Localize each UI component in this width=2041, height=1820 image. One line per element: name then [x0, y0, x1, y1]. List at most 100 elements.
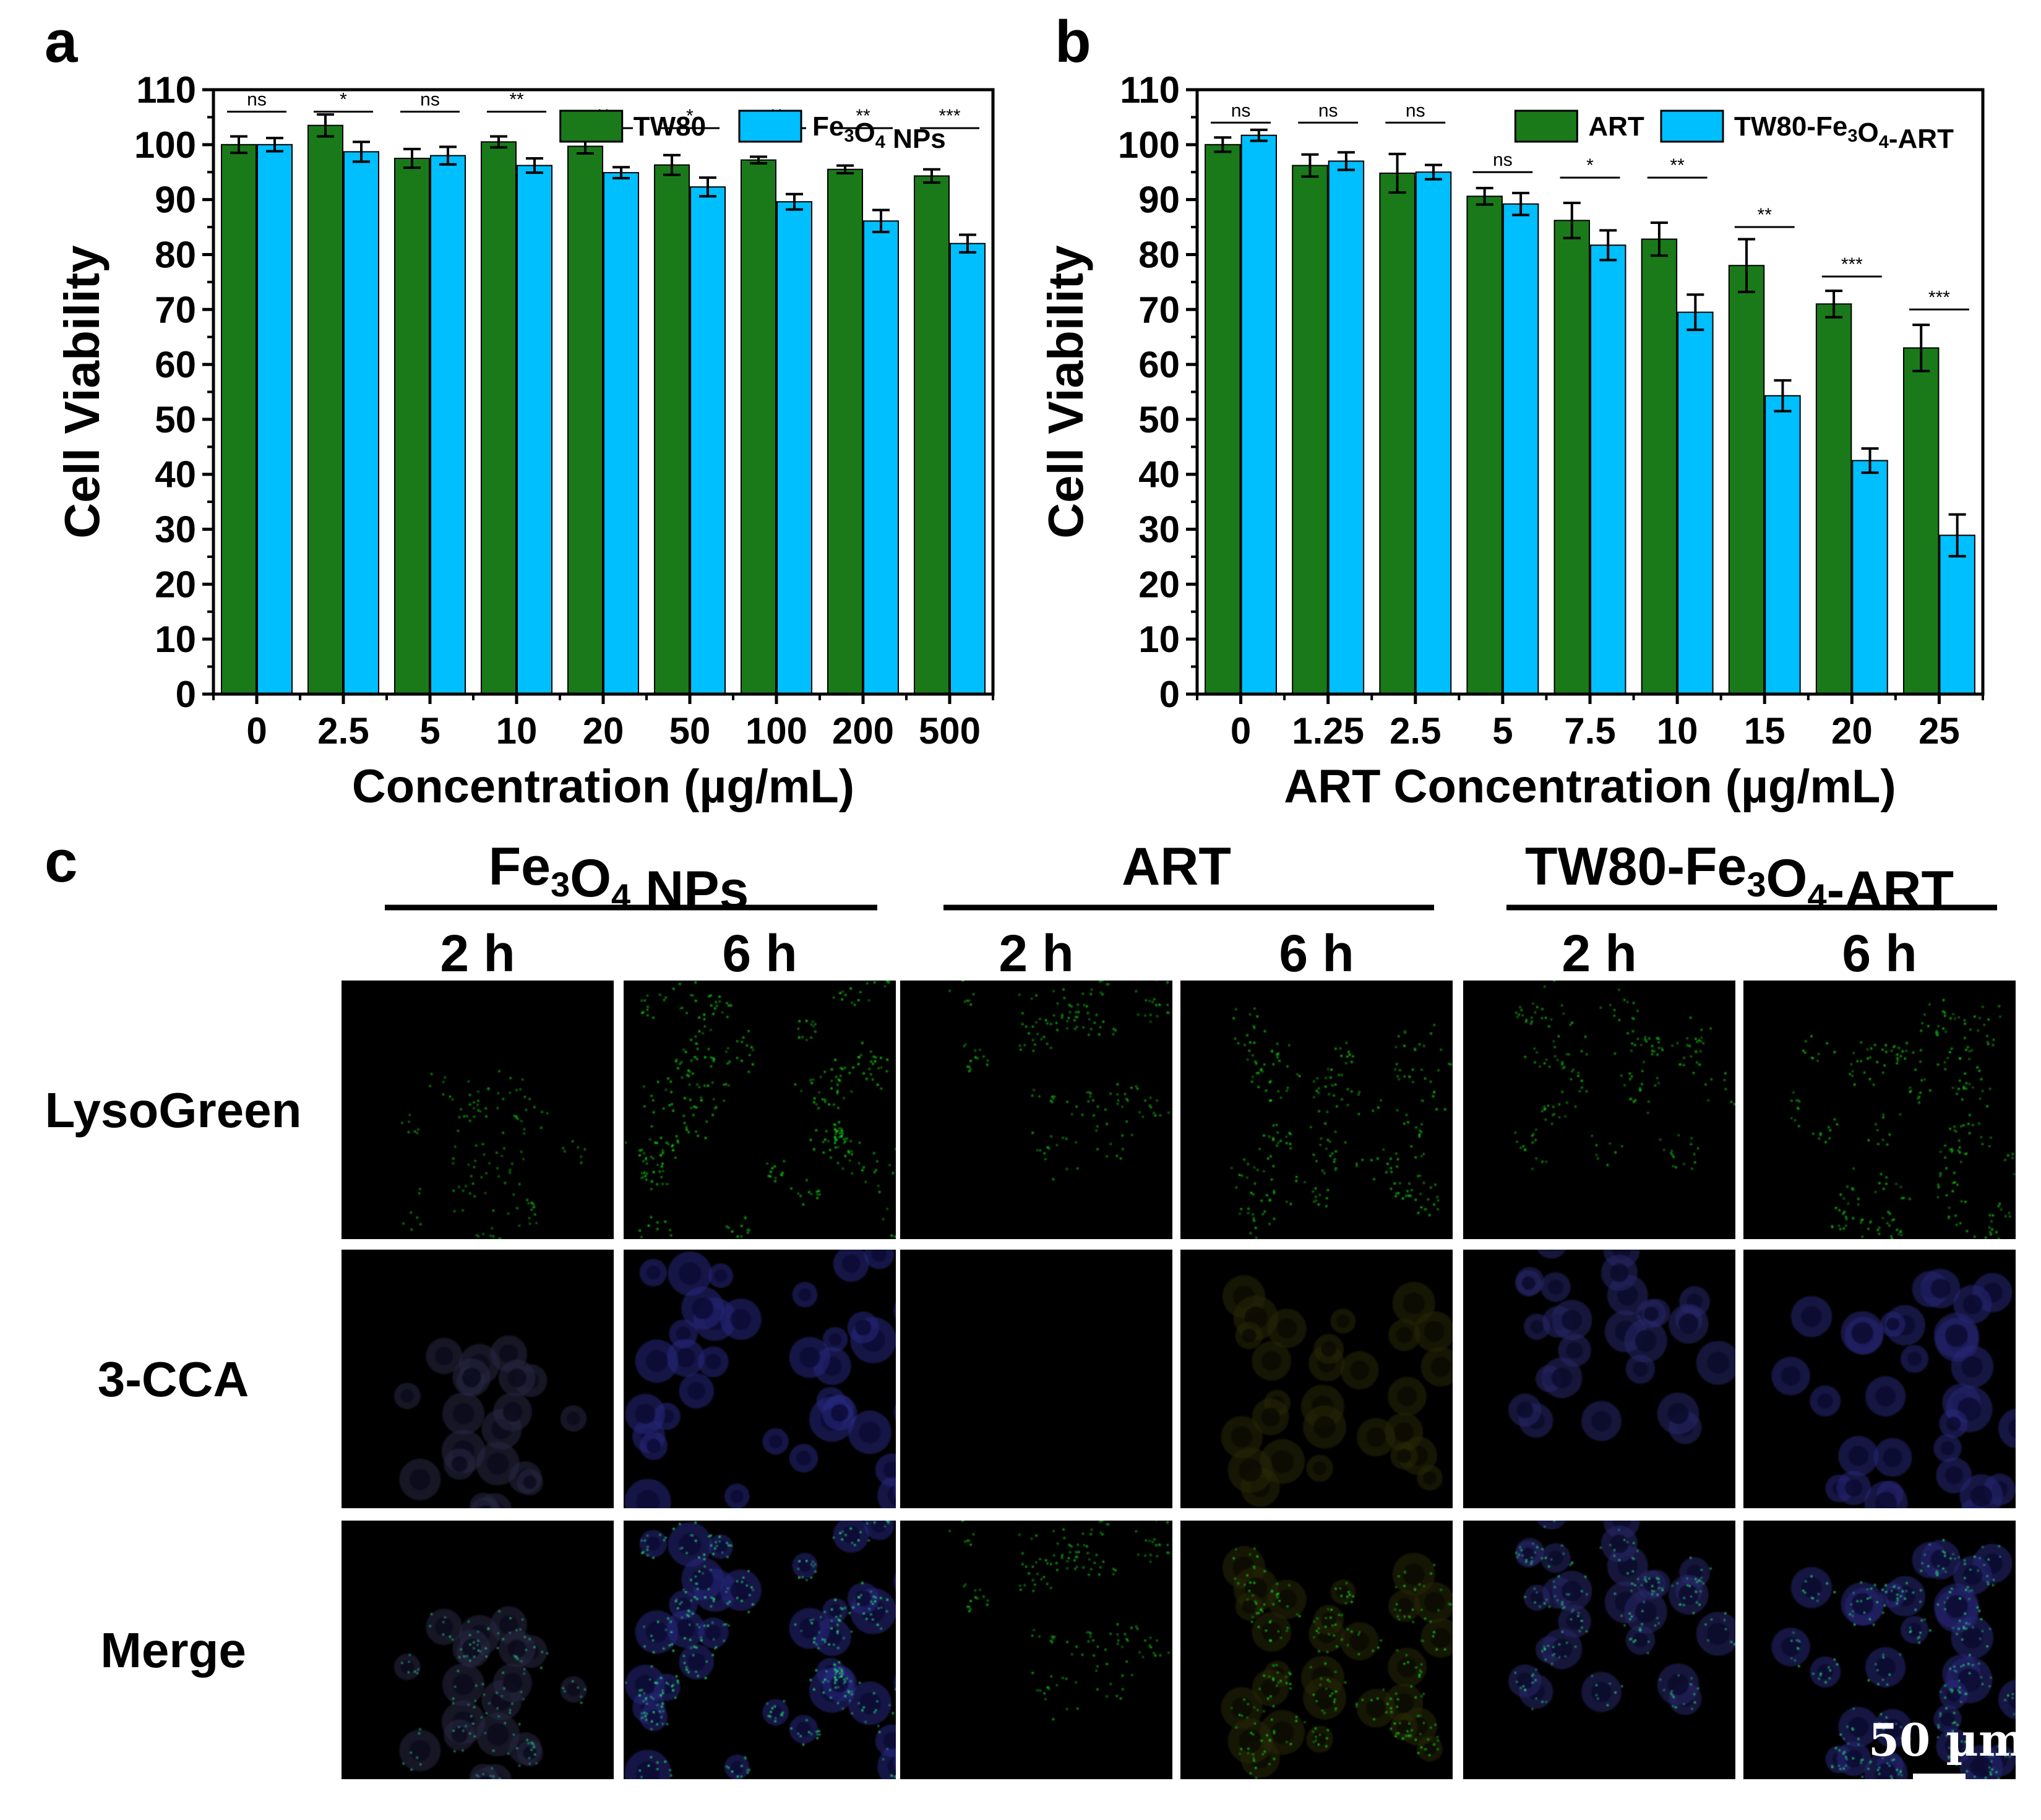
- error-bar: [612, 166, 630, 179]
- error-bar: [750, 155, 767, 165]
- error-bar: [1388, 152, 1406, 194]
- y-axis-title: Cell Viability: [54, 245, 110, 539]
- error-bar: [353, 140, 370, 163]
- micrograph-merge-col1: [342, 1521, 614, 1779]
- x-tick-label: 7.5: [1564, 710, 1615, 752]
- legend-swatch-2: [1660, 109, 1724, 143]
- time-label: 6 h: [722, 924, 797, 982]
- bar-series2-15: [1764, 395, 1801, 695]
- bar-series2-100: [776, 201, 812, 695]
- error-bar: [1250, 128, 1268, 142]
- bar-series1-200: [827, 168, 863, 695]
- error-bar: [403, 147, 421, 170]
- error-bar: [266, 137, 283, 153]
- significance-label: ns: [247, 90, 267, 110]
- error-bar: [1825, 290, 1843, 319]
- x-tick-label: 0: [1231, 710, 1251, 752]
- legend-swatch-2: [738, 109, 802, 143]
- micrograph-3-cca-col1: [342, 1250, 614, 1508]
- significance-label: *: [686, 106, 694, 126]
- error-bar: [1301, 153, 1319, 178]
- bar-series2-10: [517, 165, 552, 695]
- y-tick-label: 0: [176, 674, 196, 715]
- time-label: 2 h: [1562, 924, 1636, 982]
- significance-label: ***: [1841, 254, 1863, 275]
- error-bar: [1512, 191, 1530, 217]
- micrograph-lysogreen-col4: [1180, 981, 1453, 1239]
- significance-label: ***: [939, 106, 960, 126]
- significance-label: *: [1586, 155, 1594, 176]
- group-label-1: Fe3O4 NPs: [489, 837, 749, 920]
- micrograph-lysogreen-col3: [900, 981, 1172, 1239]
- panel-letter-b: b: [1055, 9, 1091, 75]
- bar-series1-2.5: [307, 124, 343, 695]
- error-bar: [1214, 136, 1232, 153]
- bar-series1-10: [1641, 238, 1678, 695]
- x-tick-label: 500: [919, 710, 981, 752]
- y-tick-label: 100: [134, 124, 196, 166]
- micrograph-lysogreen-col5: [1463, 981, 1735, 1239]
- bar-series2-2.5: [343, 151, 379, 695]
- x-tick-label: 100: [746, 710, 807, 752]
- y-tick-label: 100: [1118, 124, 1180, 166]
- y-tick-label: 30: [1138, 509, 1180, 551]
- chart-a: ns*ns************01020304050607080901001…: [54, 69, 995, 813]
- x-tick-label: 1.25: [1292, 710, 1364, 752]
- micrograph-lysogreen-col2: [624, 981, 896, 1239]
- significance-label: ns: [1318, 100, 1338, 121]
- y-tick-label: 40: [155, 454, 196, 496]
- x-tick-label: 20: [583, 710, 624, 752]
- y-tick-label: 0: [1159, 674, 1180, 715]
- x-tick-label: 5: [1492, 710, 1513, 752]
- y-tick-label: 60: [155, 344, 196, 385]
- row-label-merge: Merge: [100, 1623, 246, 1678]
- y-tick-label: 50: [1138, 399, 1180, 440]
- bar-series1-0: [1205, 144, 1241, 695]
- micrograph-lysogreen-col6: [1743, 981, 2016, 1239]
- significance-label: ns: [1231, 100, 1251, 121]
- error-bar: [836, 164, 854, 175]
- significance-label: **: [856, 106, 870, 126]
- error-bar: [1599, 229, 1617, 262]
- group-label-2: ART: [1122, 837, 1231, 896]
- error-bar: [1774, 379, 1792, 413]
- x-tick-label: 200: [832, 710, 894, 752]
- bar-series2-20: [603, 172, 639, 695]
- micrograph-3-cca-col5: [1463, 1250, 1735, 1508]
- significance-label: ***: [1928, 287, 1950, 307]
- bar-series1-10: [481, 141, 517, 695]
- error-bar: [786, 192, 803, 211]
- micrograph-3-cca-col3: [900, 1250, 1172, 1508]
- micrograph-3-cca-col2: [624, 1250, 896, 1508]
- micrograph-3-cca-col6: [1743, 1250, 2016, 1508]
- micrograph-merge-col3: [900, 1521, 1172, 1779]
- bar-series1-0: [221, 144, 257, 695]
- time-label: 2 h: [440, 924, 515, 982]
- bar-series2-7.5: [1590, 244, 1626, 695]
- error-bar: [1687, 293, 1704, 332]
- x-axis-title: ART Concentration (µg/mL): [1284, 760, 1896, 813]
- bar-series1-5: [1466, 195, 1503, 695]
- error-bar: [1948, 513, 1966, 558]
- significance-label: **: [1758, 205, 1772, 225]
- legend: ART TW80-Fe3O4-ART: [1514, 109, 1954, 154]
- row-label-lysogreen: LysoGreen: [45, 1083, 302, 1138]
- error-bar: [230, 135, 247, 155]
- bar-series2-25: [1939, 534, 1975, 695]
- micrograph-merge-col4: [1180, 1521, 1453, 1779]
- y-tick-label: 70: [155, 289, 196, 330]
- y-tick-label: 90: [155, 179, 196, 221]
- significance-label: **: [509, 90, 524, 110]
- time-label: 6 h: [1279, 924, 1354, 982]
- x-tick-label: 50: [669, 710, 711, 752]
- bar-series2-50: [690, 186, 726, 695]
- micrograph-3-cca-col4: [1180, 1250, 1453, 1508]
- bar-series1-2.5: [1379, 173, 1416, 695]
- panel-letter-c: c: [45, 828, 77, 895]
- significance-label: ns: [420, 90, 440, 110]
- error-bar: [526, 157, 543, 174]
- error-bar: [1650, 221, 1668, 257]
- bar-series1-100: [741, 159, 776, 695]
- significance-label: ns: [1406, 100, 1425, 121]
